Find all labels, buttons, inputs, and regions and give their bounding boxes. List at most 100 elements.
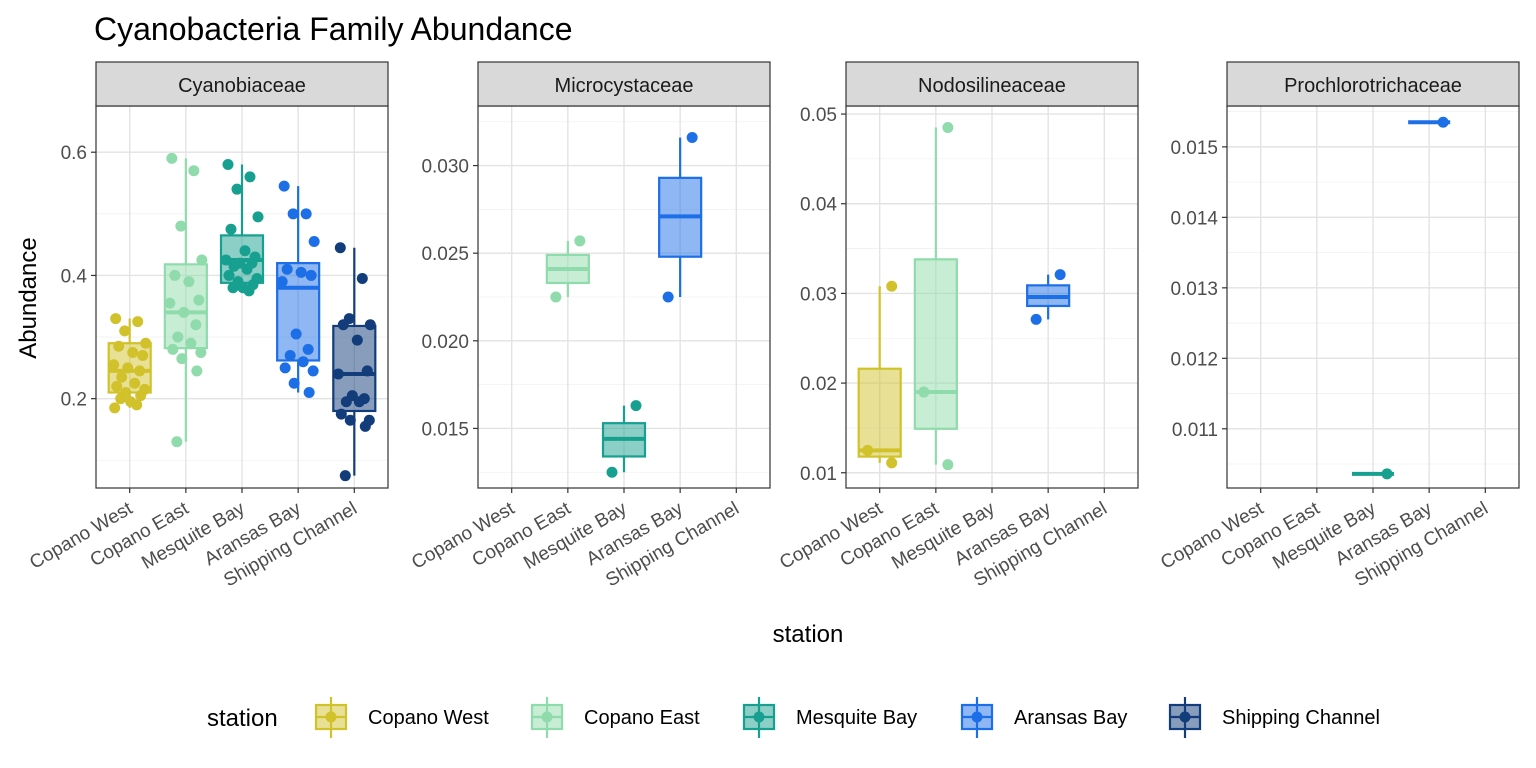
data-point xyxy=(241,263,253,275)
data-point xyxy=(167,343,179,355)
data-point xyxy=(942,122,954,134)
box-mesquite-bay xyxy=(601,400,647,478)
data-point xyxy=(942,459,954,471)
data-point xyxy=(231,183,243,195)
data-point xyxy=(176,353,188,365)
data-point xyxy=(290,328,302,340)
x-axis-title: station xyxy=(773,621,844,648)
data-point xyxy=(109,402,121,414)
data-point xyxy=(276,276,288,288)
y-tick-label: 0.015 xyxy=(421,419,469,440)
facet-label-cyanobiaceae: Cyanobiaceae xyxy=(178,75,306,97)
data-point xyxy=(303,387,315,398)
data-point xyxy=(191,365,203,377)
data-point xyxy=(359,420,371,432)
data-point xyxy=(340,396,352,408)
data-point xyxy=(127,346,139,358)
data-point xyxy=(332,368,344,380)
box-copano-west xyxy=(107,313,152,414)
data-point xyxy=(361,365,373,377)
box-copano-east xyxy=(913,122,958,471)
data-point xyxy=(239,245,251,257)
data-point xyxy=(339,470,351,482)
facet-label-nodosilineaceae: Nodosilineaceae xyxy=(918,75,1066,97)
box-aransas-bay xyxy=(658,132,703,303)
data-point xyxy=(287,208,299,220)
box-copano-east xyxy=(545,235,590,303)
y-tick-label: 0.011 xyxy=(1172,420,1218,441)
y-tick-label: 0.020 xyxy=(421,332,469,353)
y-tick-label: 0.02 xyxy=(800,374,837,395)
box-shipping-channel xyxy=(332,242,377,482)
data-point xyxy=(171,436,183,448)
data-point xyxy=(284,350,296,362)
data-point xyxy=(183,276,195,288)
data-point xyxy=(108,359,120,371)
data-point xyxy=(351,334,363,346)
legend-key-point xyxy=(753,711,765,723)
box-mesquite-bay xyxy=(1352,468,1394,480)
data-point xyxy=(175,220,187,232)
data-point xyxy=(220,254,232,266)
grid-cyanobiaceae xyxy=(96,106,388,488)
data-point xyxy=(227,282,239,294)
data-point xyxy=(134,365,146,377)
legend-key-point xyxy=(971,711,983,723)
panel-nodosilineaceae: Nodosilineaceae0.010.020.030.040.05Copan… xyxy=(776,61,1139,591)
data-point xyxy=(190,319,202,331)
y-tick-label: 0.2 xyxy=(61,390,87,411)
data-point xyxy=(353,396,365,408)
data-point xyxy=(129,377,141,389)
y-tick-label: 0.6 xyxy=(61,143,87,164)
data-point xyxy=(886,457,898,469)
legend-label: Shipping Channel xyxy=(1222,707,1380,729)
box-copano-east xyxy=(163,152,208,448)
legend-item-copano-east: Copano East xyxy=(530,697,700,738)
legend: station Copano West Copano East Mesquite B… xyxy=(207,697,1380,738)
data-point xyxy=(252,211,264,223)
y-axis-title: Abundance xyxy=(15,237,42,358)
data-point xyxy=(228,260,240,272)
legend-label: Copano East xyxy=(584,707,700,729)
data-point xyxy=(122,362,134,374)
data-point xyxy=(886,280,898,292)
data-point xyxy=(1054,269,1066,281)
data-point xyxy=(140,337,152,349)
data-point xyxy=(606,466,618,478)
facet-strip xyxy=(477,61,771,107)
data-point xyxy=(169,269,181,281)
data-point xyxy=(225,223,237,235)
data-point xyxy=(302,343,314,355)
data-point xyxy=(115,393,127,405)
y-tick-label: 0.012 xyxy=(1170,349,1218,370)
box-aransas-bay xyxy=(1026,269,1071,325)
data-point xyxy=(164,297,176,309)
data-point xyxy=(334,242,346,254)
data-point xyxy=(356,273,368,285)
data-point xyxy=(196,254,208,266)
data-point xyxy=(119,325,131,337)
box-aransas-bay xyxy=(1408,116,1451,128)
data-point xyxy=(137,350,149,362)
legend-item-aransas-bay: Aransas Bay xyxy=(960,697,1127,738)
data-point xyxy=(305,269,317,281)
data-point xyxy=(278,180,290,192)
data-point xyxy=(166,152,178,164)
data-point xyxy=(662,291,674,303)
y-tick-label: 0.4 xyxy=(61,266,88,287)
data-point xyxy=(244,171,256,183)
data-point xyxy=(297,356,309,368)
data-point xyxy=(113,340,125,352)
legend-item-shipping-channel: Shipping Channel xyxy=(1168,697,1380,738)
data-point xyxy=(574,235,586,247)
facet-strip xyxy=(95,61,389,107)
data-point xyxy=(132,316,144,328)
data-point xyxy=(131,399,143,411)
y-tick-label: 0.05 xyxy=(800,105,837,126)
facet-strip xyxy=(1226,61,1520,107)
data-point xyxy=(135,390,147,402)
data-point xyxy=(550,291,562,303)
legend-title: station xyxy=(207,705,278,732)
legend-item-copano-west: Copano West xyxy=(314,697,489,738)
